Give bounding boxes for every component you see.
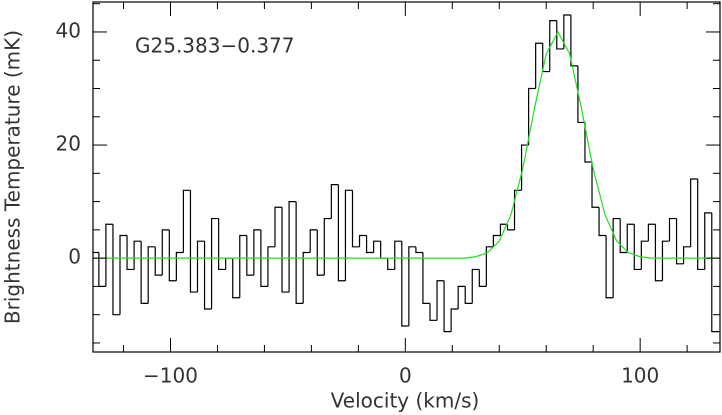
spectrum-step xyxy=(246,235,254,276)
y-tick-label: 20 xyxy=(56,132,81,156)
spectrum-step xyxy=(499,223,508,236)
spectrum-step xyxy=(647,223,656,242)
spectrum-step xyxy=(373,240,381,253)
spectrum-step xyxy=(358,234,367,247)
spectrum-step xyxy=(274,206,283,247)
spectrum-step xyxy=(147,246,156,304)
spectrum-step xyxy=(506,224,515,231)
spectrum-step xyxy=(570,15,578,67)
x-tick-label: 100 xyxy=(621,364,659,388)
spectrum-step xyxy=(563,14,571,49)
spectrum-step xyxy=(309,229,318,253)
spectrum-step xyxy=(591,162,600,208)
spectrum-step xyxy=(133,240,142,270)
spectrum-step xyxy=(365,235,374,254)
spectrum-step xyxy=(203,241,212,310)
spectrum-step xyxy=(513,189,522,230)
spectrum-step xyxy=(471,268,480,304)
y-tick-label: 0 xyxy=(68,245,81,269)
spectrum-step xyxy=(711,212,720,333)
spectrum-step xyxy=(598,207,607,237)
spectrum-step xyxy=(683,246,691,264)
spectrum-step xyxy=(584,122,593,163)
spectrum-step xyxy=(323,217,332,276)
spectrum-step xyxy=(429,303,438,321)
spectrum-step xyxy=(528,87,536,146)
spectrum-step xyxy=(401,241,409,327)
x-tick-label: −100 xyxy=(143,364,198,388)
spectrum-step xyxy=(253,229,261,276)
spectrum-step xyxy=(267,246,275,287)
spectrum-step xyxy=(415,246,423,254)
spectrum-step xyxy=(443,280,452,333)
spectrum-step xyxy=(112,224,121,316)
spectrum-step xyxy=(330,184,339,219)
spectrum-step xyxy=(196,240,205,293)
spectrum-step xyxy=(619,218,628,254)
spectrum-step xyxy=(189,190,198,293)
spectrum-step xyxy=(218,218,226,271)
x-tick-label: 0 xyxy=(399,364,412,388)
spectrum-step xyxy=(633,224,642,271)
spectrum-step xyxy=(549,20,557,72)
spectrum-step xyxy=(704,212,712,270)
spectrum-step xyxy=(690,178,698,247)
spectrum-step xyxy=(175,251,184,281)
fit-line xyxy=(93,30,720,259)
spectrum-step xyxy=(380,241,388,259)
spectrum-step xyxy=(697,178,705,271)
spectrum-step xyxy=(210,217,219,310)
spectrum-step xyxy=(394,240,402,270)
spectrum-step xyxy=(436,280,445,321)
spectrum-step xyxy=(668,217,677,242)
annotation: G25.383−0.377 xyxy=(135,34,295,58)
spectrum-step xyxy=(605,235,614,299)
spectrum-step xyxy=(450,308,459,332)
spectrum-step xyxy=(464,286,473,304)
spectrum-step xyxy=(182,189,191,253)
spectrum-step xyxy=(422,252,430,304)
spectrum-step xyxy=(492,234,501,247)
spectrum-step xyxy=(225,257,233,270)
spectrum-step xyxy=(485,246,494,287)
spectrum-step xyxy=(640,240,649,270)
y-tick-label: 40 xyxy=(56,18,81,42)
spectrum-step xyxy=(457,285,466,310)
spectrum-step xyxy=(577,65,585,124)
spectrum-step xyxy=(154,246,163,276)
spectrum-step xyxy=(281,207,290,293)
plot-frame xyxy=(92,1,721,353)
spectrum-step xyxy=(168,229,177,282)
spectrum-step xyxy=(351,190,360,248)
spectrum-step xyxy=(119,234,128,315)
spectrum-step xyxy=(556,20,564,50)
spectrum-step xyxy=(626,223,635,253)
spectrum-step xyxy=(535,42,543,89)
spectrum-step xyxy=(654,224,663,282)
spectrum-step xyxy=(232,258,240,299)
spectrum-step xyxy=(302,251,311,304)
spectrum-step xyxy=(105,223,113,287)
spectrum-step xyxy=(344,189,353,281)
spectrum-step xyxy=(387,258,395,271)
spectrum-step xyxy=(288,200,297,293)
spectrum-step xyxy=(661,240,670,281)
x-axis-label: Velocity (km/s) xyxy=(331,389,480,413)
spectrum-step xyxy=(140,241,149,304)
spectrum-step xyxy=(478,269,487,288)
spectrum-step xyxy=(161,229,170,276)
spectrum-step xyxy=(316,229,325,276)
spectrum-step xyxy=(612,217,621,298)
spectrum-step xyxy=(126,235,135,271)
spectrum-step xyxy=(337,184,346,282)
spectrum-step xyxy=(675,218,684,265)
spectrum-step xyxy=(260,229,268,288)
spectrum-step xyxy=(295,201,304,304)
spectrum-step xyxy=(239,234,247,298)
spectrum-step xyxy=(408,246,416,326)
y-axis-label: Brightness Temperature (mK) xyxy=(1,30,25,324)
